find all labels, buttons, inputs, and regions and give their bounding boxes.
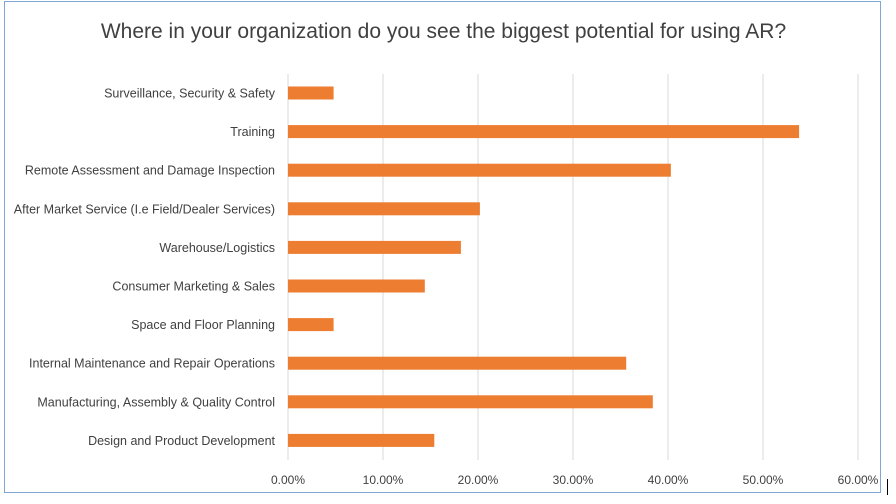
bar — [288, 356, 627, 370]
bar — [288, 395, 653, 409]
category-label: Space and Floor Planning — [131, 318, 275, 332]
bar — [288, 125, 800, 139]
bar — [288, 318, 334, 332]
text-cursor — [887, 479, 888, 495]
category-labels: Surveillance, Security & Safety Training R… — [14, 87, 276, 448]
bar — [288, 433, 435, 447]
bar — [288, 240, 461, 254]
bar — [288, 86, 334, 100]
bar — [288, 202, 480, 216]
x-tick-label: 20.00% — [458, 473, 499, 487]
x-tick-label: 10.00% — [363, 473, 404, 487]
chart-frame: Where in your organization do you see th… — [4, 1, 881, 493]
category-label: Surveillance, Security & Safety — [104, 87, 276, 101]
category-label: Training — [230, 125, 275, 139]
category-label: Warehouse/Logistics — [159, 241, 275, 255]
category-label: Consumer Marketing & Sales — [112, 280, 275, 294]
category-label: Manufacturing, Assembly & Quality Contro… — [37, 395, 275, 409]
category-label: After Market Service (I.e Field/Dealer S… — [14, 202, 275, 216]
x-tick-label: 30.00% — [553, 473, 594, 487]
category-label: Remote Assessment and Damage Inspection — [25, 164, 275, 178]
x-tick-label: 0.00% — [271, 473, 305, 487]
x-tick-label: 60.00% — [838, 473, 879, 487]
bar — [288, 279, 425, 293]
chart-title: Where in your organization do you see th… — [100, 20, 787, 43]
category-label: Internal Maintenance and Repair Operatio… — [29, 357, 275, 371]
category-label: Design and Product Development — [88, 434, 275, 448]
x-tick-labels: 0.00% 10.00% 20.00% 30.00% 40.00% 50.00% 60.00… — [271, 473, 879, 487]
bar — [288, 163, 671, 177]
bars — [288, 86, 800, 447]
x-tick-label: 40.00% — [648, 473, 689, 487]
x-tick-label: 50.00% — [743, 473, 784, 487]
